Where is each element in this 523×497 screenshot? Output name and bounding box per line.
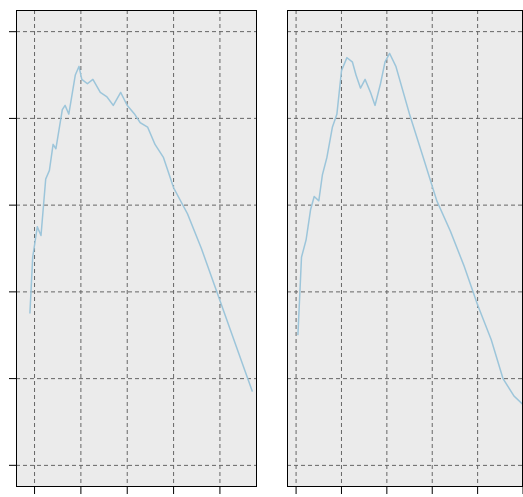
plot-frame <box>16 10 257 487</box>
series-line <box>29 65 254 392</box>
left-panel <box>9 10 257 494</box>
plot-background <box>16 10 257 487</box>
right-panel <box>287 10 523 494</box>
plot-background <box>287 10 523 487</box>
series-line <box>297 52 523 406</box>
